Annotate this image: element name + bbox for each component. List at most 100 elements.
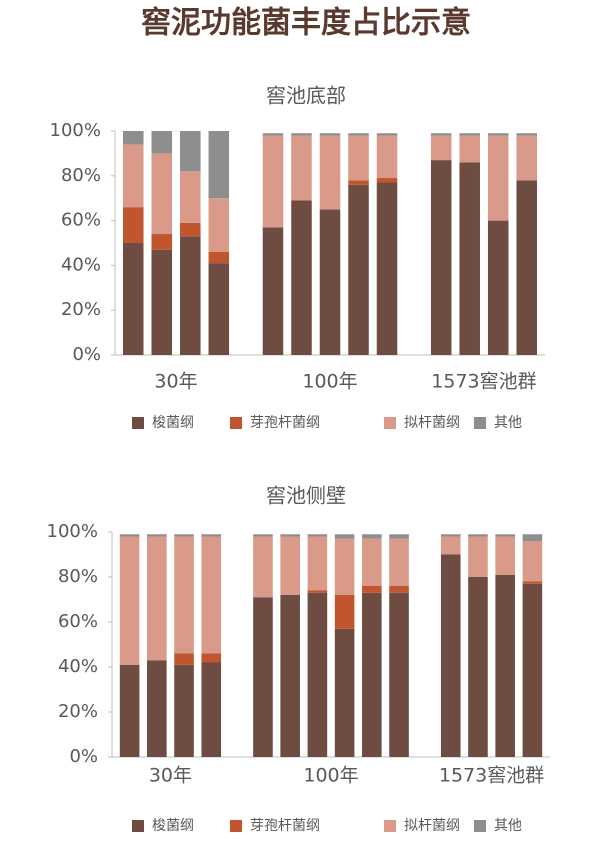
legend-swatch [230,417,242,429]
bar-segment [262,227,284,355]
bar-segment [430,135,452,161]
bar-segment [307,534,328,537]
bar-segment [430,133,452,136]
bar-segment [389,586,409,593]
bar-segment [334,628,355,757]
x-group-label: 100年 [303,765,358,787]
bar-segment [495,534,515,537]
bar-segment [468,534,488,537]
y-tick-label: 60% [58,611,98,632]
bar-segment [208,263,230,355]
bar-segment [376,178,398,183]
x-group-label: 30年 [154,371,197,393]
bar-segment [119,534,140,537]
bar-segment [522,534,543,541]
bar-segment [122,144,144,208]
bar-segment [348,133,369,136]
bar-segment [376,182,398,355]
bar-segment [516,133,538,136]
bar-segment [122,131,144,145]
y-tick-label: 0% [69,746,98,767]
bar-segment [291,135,312,201]
bar-segment [307,536,328,591]
bar-segment [440,554,461,757]
legend-swatch [474,417,486,429]
legend-label: 梭菌纲 [152,817,194,834]
y-tick-label: 40% [61,254,101,275]
bar-segment [495,574,515,757]
bar-segment [280,536,300,595]
bar-segment [253,597,273,757]
bar-segment [468,536,488,577]
bar-segment [376,133,398,136]
x-group-label: 1573窖池群 [439,765,544,787]
bar-segment [307,592,328,757]
bar-segment [389,534,409,539]
bar-segment [180,171,201,223]
bar-segment [348,180,369,185]
bar-segment [487,135,509,221]
bar-segment [362,538,382,586]
bar-segment [119,664,140,757]
y-tick-label: 40% [58,656,98,677]
bar-segment [180,222,201,237]
bar-segment [459,133,480,136]
y-tick-label: 100% [50,120,101,141]
bar-segment [459,135,480,163]
bar-segment [495,536,515,575]
bar-segment [208,198,230,252]
bar-segment [522,541,543,582]
bar-segment [319,209,341,355]
bar-segment [291,133,312,136]
bar-segment [147,536,167,661]
bar-segment [201,536,222,654]
bar-segment [201,534,222,537]
bar-segment [516,135,538,181]
bar-segment [201,653,222,663]
bar-segment [440,534,461,537]
bar-segment [334,538,355,595]
y-tick-label: 20% [58,701,98,722]
y-tick-label: 20% [61,299,101,320]
bar-segment [362,592,382,757]
bar-segment [307,590,328,593]
bar-segment [208,131,230,199]
legend-label: 其他 [494,415,522,431]
bar-segment [487,220,509,355]
bar-segment [319,135,341,210]
bar-segment [208,251,230,264]
bar-segment [459,162,480,355]
bar-segment [262,135,284,228]
bar-segment [147,534,167,537]
bar-segment [151,131,173,154]
legend-swatch [132,820,144,832]
bar-segment [334,534,355,539]
bar-segment [348,184,369,355]
bar-segment [180,131,201,172]
bar-segment [262,133,284,136]
y-tick-label: 80% [58,566,98,587]
bar-segment [174,653,194,665]
bar-segment [174,534,194,537]
bar-segment [291,200,312,355]
legend-label: 芽孢杆菌纲 [250,818,320,834]
x-group-label: 1573窖池群 [431,371,536,393]
bar-segment [348,135,369,181]
bar-segment [362,534,382,539]
bar-segment [151,249,173,355]
page-title: 窖泥功能菌丰度占比示意 [141,6,471,41]
y-tick-label: 80% [61,165,101,186]
legend-swatch [230,820,242,832]
y-tick-label: 100% [47,521,98,542]
bar-segment [522,583,543,757]
bar-segment [334,595,355,629]
bar-segment [174,536,194,654]
bar-segment [253,534,273,537]
bar-segment [147,660,167,757]
bar-segment [376,135,398,179]
chart-title: 窖池底部 [266,84,346,108]
x-group-label: 100年 [302,371,357,393]
bar-segment [430,160,452,355]
legend-label: 其他 [494,818,522,834]
legend-swatch [132,417,144,429]
